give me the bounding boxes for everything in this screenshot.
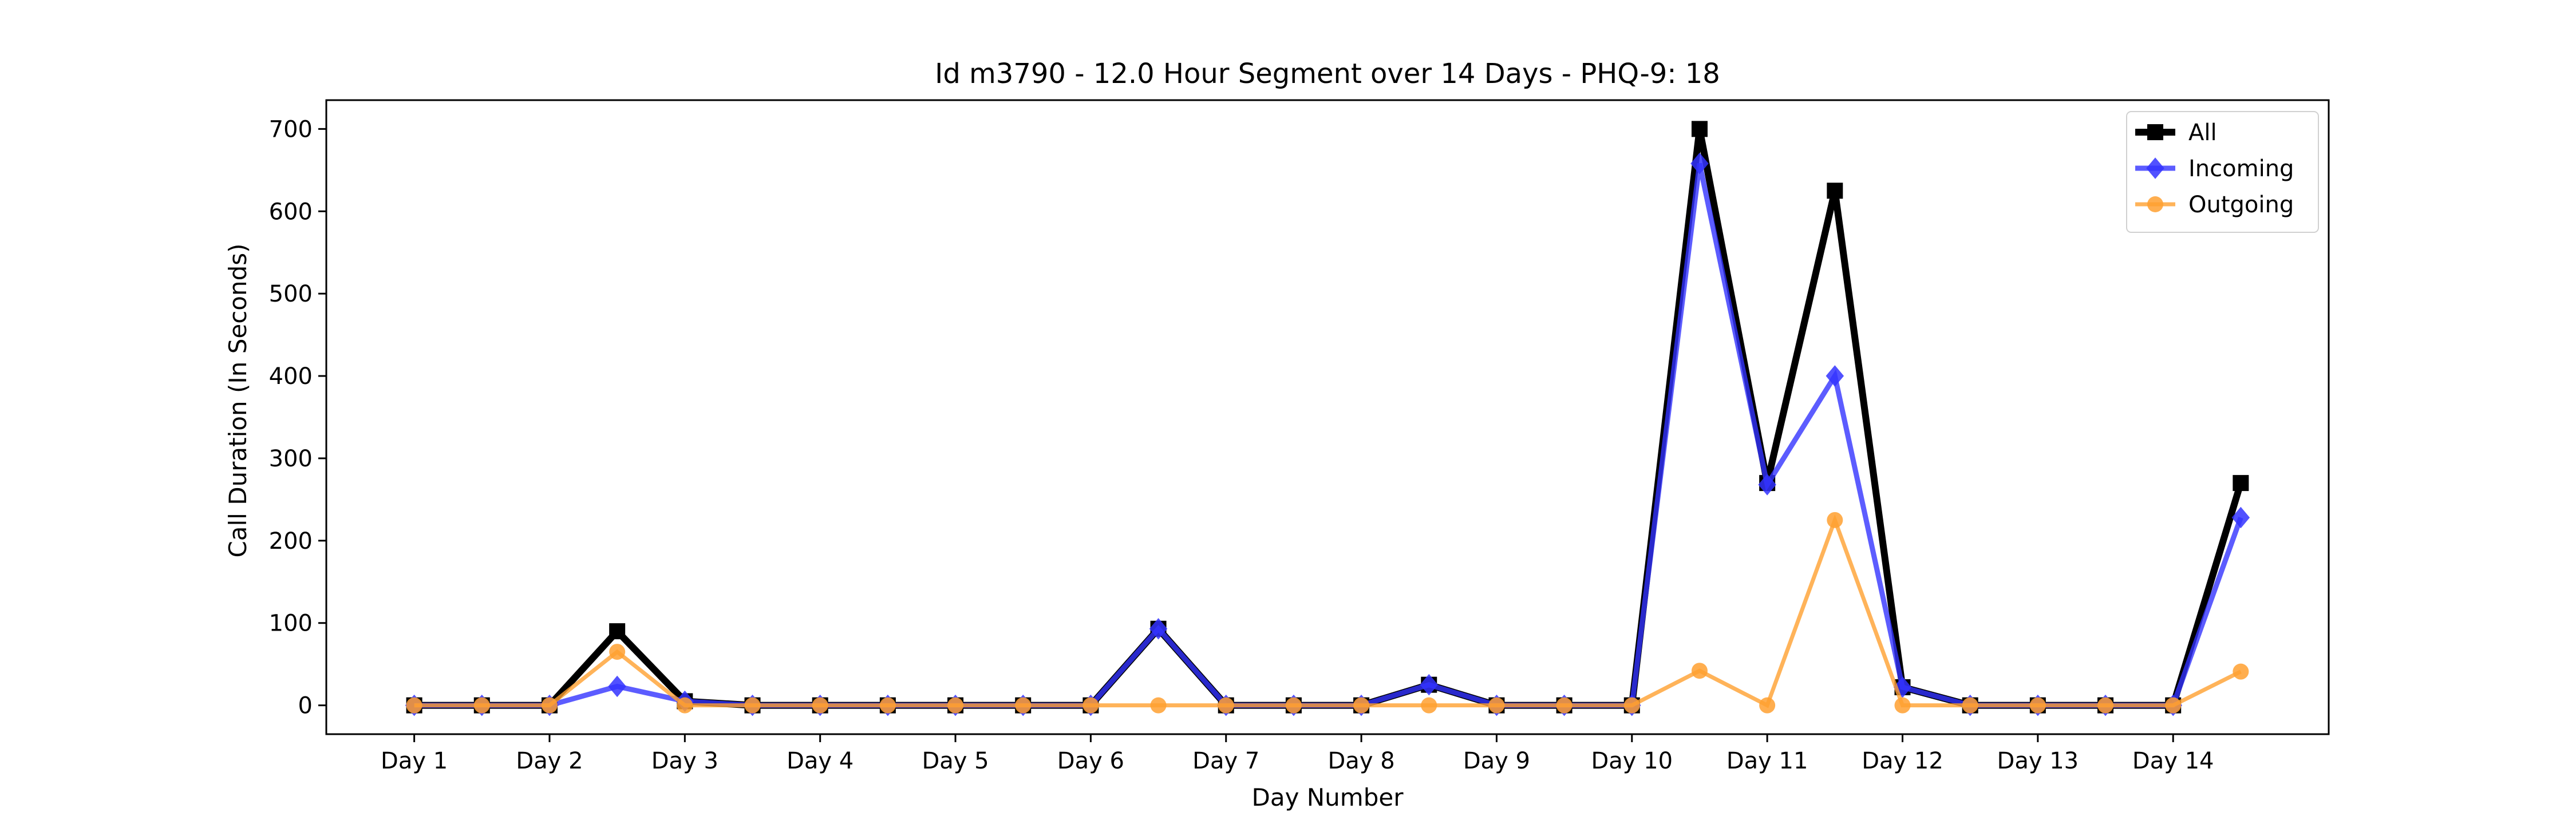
y-tick-label: 600 (269, 199, 313, 225)
data-point-outgoing (2165, 697, 2182, 714)
data-point-outgoing (879, 697, 896, 714)
x-tick-label: Day 5 (922, 748, 989, 774)
data-point-outgoing (1150, 697, 1167, 714)
data-point-outgoing (1556, 697, 1573, 714)
y-tick-label: 500 (269, 281, 313, 307)
y-tick-label: 100 (269, 611, 313, 637)
data-point-outgoing (541, 697, 558, 714)
data-point-outgoing (1015, 697, 1032, 714)
y-tick-label: 400 (269, 363, 313, 390)
data-point-outgoing (812, 697, 828, 714)
data-point-all (609, 623, 626, 640)
data-point-incoming (608, 675, 626, 698)
data-point-all (1827, 183, 1843, 199)
legend-marker (2147, 124, 2163, 140)
data-point-incoming (1420, 674, 1439, 696)
plot-area (405, 121, 2250, 716)
data-point-incoming (1758, 474, 1776, 496)
data-point-outgoing (947, 697, 964, 714)
legend: All Incoming Outgoing (2126, 111, 2319, 233)
x-tick-label: Day 4 (787, 748, 854, 774)
plot-frame (325, 99, 2330, 735)
data-point-outgoing (1285, 697, 1302, 714)
legend-label: Outgoing (2188, 192, 2294, 218)
x-tick-label: Day 2 (516, 748, 583, 774)
x-tick-label: Day 12 (1862, 748, 1943, 774)
y-tick-label: 0 (298, 693, 313, 719)
x-tick-label: Day 11 (1726, 748, 1808, 774)
data-point-incoming (1826, 365, 1844, 387)
data-point-outgoing (744, 697, 761, 714)
data-point-outgoing (1827, 512, 1843, 528)
x-axis-label: Day Number (1251, 783, 1404, 811)
data-point-incoming (1149, 618, 1168, 640)
x-tick-label: Day 3 (651, 748, 718, 774)
x-tick-label: Day 6 (1057, 748, 1124, 774)
x-tick-label: Day 10 (1591, 748, 1673, 774)
legend-box (2126, 111, 2319, 233)
x-tick-label: Day 7 (1192, 748, 1259, 774)
y-tick-label: 700 (269, 116, 313, 142)
x-tick-label: Day 1 (381, 748, 448, 774)
legend-marker (2146, 157, 2164, 179)
data-point-outgoing (677, 697, 693, 714)
legend-item-incoming: Incoming (2135, 156, 2294, 182)
data-point-outgoing (1218, 697, 1234, 714)
data-point-outgoing (1488, 697, 1505, 714)
data-point-outgoing (1623, 697, 1640, 714)
data-point-outgoing (1691, 663, 1708, 679)
legend-item-all: All (2135, 120, 2217, 146)
data-point-outgoing (1962, 697, 1978, 714)
data-point-outgoing (473, 697, 490, 714)
x-tick-label: Day 9 (1463, 748, 1530, 774)
data-point-outgoing (1082, 697, 1099, 714)
legend-item-outgoing: Outgoing (2135, 192, 2294, 218)
series-line-outgoing (414, 514, 2242, 708)
data-point-outgoing (1353, 697, 1370, 714)
data-point-outgoing (609, 644, 626, 660)
x-tick-label: Day 13 (1997, 748, 2079, 774)
legend-marker (2147, 196, 2163, 212)
data-point-outgoing (2233, 663, 2249, 680)
data-point-outgoing (1759, 697, 1776, 714)
x-tick-label: Day 14 (2132, 748, 2214, 774)
y-tick-label: 300 (269, 446, 313, 472)
data-point-incoming (2231, 506, 2250, 529)
data-point-all (1691, 121, 1708, 137)
data-point-outgoing (2097, 697, 2114, 714)
data-point-all (2233, 475, 2249, 492)
legend-label: Incoming (2188, 156, 2294, 182)
y-tick-label: 200 (269, 528, 313, 554)
axes: 0 100 200 300 400 500 600 700 Day 1 Day 2 Day 3 Day… (269, 99, 2330, 774)
data-point-outgoing (1421, 697, 1437, 714)
data-point-outgoing (406, 697, 422, 714)
y-axis-label: Call Duration (In Seconds) (224, 243, 252, 557)
data-point-outgoing (1894, 697, 1911, 714)
x-tick-label: Day 8 (1328, 748, 1395, 774)
data-point-outgoing (2029, 697, 2046, 714)
legend-label: All (2188, 120, 2217, 146)
data-point-incoming (1690, 153, 1709, 175)
series-outgoing (406, 512, 2249, 714)
chart-title: Id m3790 - 12.0 Hour Segment over 14 Day… (935, 58, 1720, 90)
